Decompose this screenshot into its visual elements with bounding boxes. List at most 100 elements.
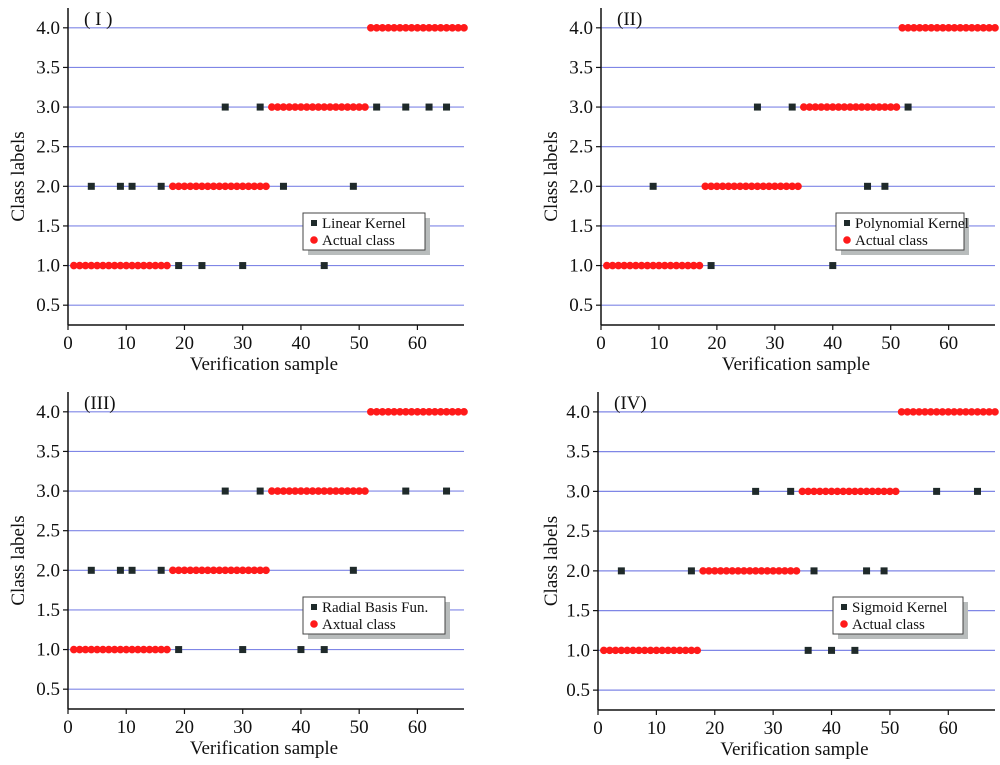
- y-tick-label: 1.0: [36, 640, 60, 661]
- actual-class-point: [198, 566, 206, 575]
- actual-class-point: [332, 487, 340, 495]
- predicted-class-point: [933, 487, 941, 495]
- actual-class-point: [921, 408, 929, 416]
- y-tick-label: 3.0: [36, 97, 60, 118]
- actual-class-point: [915, 408, 923, 416]
- actual-class-point: [367, 408, 375, 416]
- actual-class-point: [736, 182, 744, 191]
- predicted-class-point: [239, 646, 247, 654]
- actual-class-point: [921, 24, 930, 32]
- predicted-class-point: [320, 646, 328, 654]
- actual-class-point: [811, 103, 820, 111]
- actual-class-point: [897, 408, 906, 416]
- actual-class-point: [846, 103, 854, 111]
- actual-class-point: [769, 567, 777, 575]
- actual-class-point: [730, 182, 739, 191]
- actual-class-point: [116, 645, 125, 654]
- actual-class-point: [637, 261, 646, 270]
- actual-class-point: [238, 182, 247, 191]
- predicted-class-point: [617, 567, 625, 575]
- actual-class-point: [611, 646, 620, 655]
- actual-class-point: [705, 567, 713, 575]
- actual-class-point: [215, 566, 224, 575]
- y-tick-label: 2.5: [566, 521, 590, 542]
- predicted-class-point: [402, 103, 410, 111]
- actual-class-point: [180, 182, 189, 191]
- predicted-class-point: [863, 567, 871, 575]
- actual-class-point: [302, 487, 311, 495]
- actual-class-point: [221, 566, 230, 575]
- x-tick-label: 40: [823, 333, 842, 354]
- actual-class-point: [944, 408, 953, 416]
- actual-class-point: [967, 408, 976, 416]
- predicted-class-point: [788, 103, 796, 111]
- actual-class-point: [122, 261, 131, 270]
- x-tick-label: 20: [175, 333, 194, 354]
- predicted-class-point: [157, 182, 165, 190]
- legend-box: [302, 596, 446, 635]
- actual-class-point: [169, 566, 177, 575]
- actual-class-point: [747, 182, 756, 191]
- actual-class-point: [781, 567, 789, 575]
- x-tick-label: 40: [822, 718, 841, 739]
- predicted-class-point: [198, 262, 206, 270]
- legend-entry-predicted: Radial Basis Fun.: [322, 600, 428, 616]
- actual-class-point: [192, 566, 200, 575]
- actual-class-point: [244, 566, 253, 575]
- predicted-class-point: [881, 182, 889, 190]
- actual-class-point: [163, 261, 171, 270]
- actual-class-point: [805, 103, 814, 111]
- actual-class-point: [840, 103, 849, 111]
- actual-class-point: [979, 24, 988, 32]
- predicted-class-point: [787, 487, 795, 495]
- actual-class-point: [620, 261, 628, 270]
- predicted-class-point: [707, 262, 715, 270]
- predicted-class-point: [828, 646, 836, 654]
- actual-class-point: [431, 24, 439, 32]
- actual-class-point: [834, 103, 843, 111]
- y-tick-label: 1.5: [566, 601, 590, 622]
- actual-class-point: [718, 182, 727, 191]
- panel-label: ( I ): [84, 9, 112, 30]
- actual-class-point: [81, 261, 90, 270]
- legend-circle-marker: [840, 620, 848, 628]
- actual-class-point: [320, 487, 329, 495]
- actual-class-point: [361, 487, 369, 495]
- predicted-class-point: [349, 182, 357, 190]
- actual-class-point: [734, 567, 742, 575]
- actual-class-point: [139, 645, 148, 654]
- actual-class-point: [602, 261, 611, 270]
- y-tick-label: 2.0: [36, 560, 60, 581]
- actual-class-point: [396, 408, 404, 416]
- y-axis-title: Class labels: [541, 516, 562, 606]
- y-tick-label: 1.5: [36, 600, 60, 621]
- actual-class-point: [151, 261, 160, 270]
- y-axis-title: Class labels: [8, 131, 29, 221]
- predicted-class-point: [687, 567, 695, 575]
- actual-class-point: [390, 408, 398, 416]
- actual-class-point: [355, 103, 363, 111]
- actual-class-point: [221, 182, 230, 191]
- y-tick-label: 2.0: [36, 176, 60, 197]
- y-axis-title: Class labels: [8, 515, 29, 605]
- actual-class-point: [786, 567, 795, 575]
- predicted-class-point: [256, 103, 264, 111]
- x-tick-label: 60: [939, 333, 958, 354]
- actual-class-point: [454, 24, 462, 32]
- actual-class-point: [672, 261, 681, 270]
- predicted-class-point: [175, 646, 183, 654]
- predicted-class-point: [753, 103, 761, 111]
- y-tick-label: 1.5: [36, 216, 60, 237]
- actual-class-point: [608, 261, 617, 270]
- actual-class-point: [227, 182, 235, 191]
- actual-class-point: [454, 408, 462, 416]
- y-tick-label: 3.0: [566, 481, 590, 502]
- actual-class-point: [635, 646, 643, 655]
- actual-class-point: [852, 103, 860, 111]
- predicted-class-point: [221, 487, 229, 495]
- actual-class-point: [875, 103, 883, 111]
- actual-class-point: [722, 567, 731, 575]
- actual-class-point: [857, 103, 866, 111]
- actual-class-point: [904, 24, 912, 32]
- actual-class-point: [419, 408, 428, 416]
